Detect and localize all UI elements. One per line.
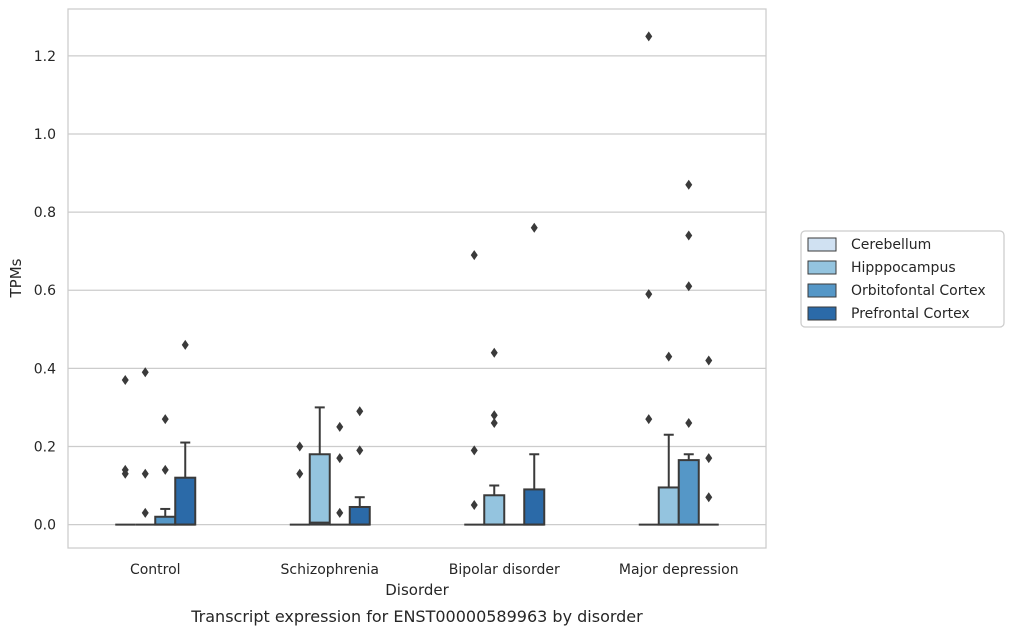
outlier-point [685,230,693,241]
outlier-point [685,281,693,292]
box-group [483,347,506,526]
legend-swatch [807,306,837,321]
legend-entry: Prefrontal Cortex [851,306,970,322]
box-group [523,222,546,526]
box [174,476,197,526]
outlier-point [490,347,498,358]
outlier-point [645,414,653,425]
box-group [154,414,177,526]
outlier-point [470,500,478,511]
y-tick-label: 1.0 [34,127,56,143]
outlier-point [665,351,673,362]
outlier-point [161,414,169,425]
box-group [698,355,719,526]
box-group [174,339,197,526]
y-tick-label: 0.4 [34,361,56,377]
outlier-point [296,468,304,479]
outlier-point [141,367,149,378]
outlier-point [470,445,478,456]
y-tick-label: 0.2 [34,439,56,455]
outlier-point [181,339,189,350]
box [677,459,700,526]
legend: Cerebellum Hipppocampus Orbitofontal Corte… [800,230,1005,328]
x-axis-label: Disorder [385,581,449,599]
box-group [677,179,700,526]
outlier-point [705,492,713,503]
x-tick-label: Major depression [619,562,739,578]
legend-frame [800,230,1005,328]
outlier-point [336,453,344,464]
plot-frame [67,8,767,549]
legend-entry: Orbitofontal Cortex [851,283,986,299]
box-group [348,406,371,526]
y-tick-labels: 0.0 0.2 0.4 0.6 0.8 1.0 1.2 [34,49,56,534]
outlier-point [470,250,478,261]
box [657,486,680,526]
outlier-point [336,507,344,518]
outlier-point [336,421,344,432]
outlier-point [121,375,129,386]
box-group [135,367,156,526]
y-tick-label: 0.8 [34,205,56,221]
legend-swatch [807,260,837,275]
outlier-point [685,179,693,190]
outlier-point [705,453,713,464]
x-tick-label: Schizophrenia [281,562,379,578]
box [308,453,331,526]
legend-entry: Hipppocampus [851,260,956,276]
outlier-point [490,418,498,429]
outlier-point [705,355,713,366]
box [483,494,506,526]
legend-entry: Cerebellum [851,237,931,253]
outlier-point [356,445,364,456]
y-axis-label: TPMs [7,258,25,298]
x-tick-labels: Control Schizophrenia Bipolar disorder Majo… [130,562,739,578]
outlier-point [296,441,304,452]
outlier-point [685,418,693,429]
box-group [115,375,136,526]
x-tick-label: Control [130,562,181,578]
outlier-point [645,289,653,300]
box-group [464,250,485,526]
outlier-point [530,222,538,233]
y-tick-label: 0.0 [34,518,56,534]
outlier-point [141,468,149,479]
y-tick-label: 0.6 [34,283,56,299]
chart-caption: Transcript expression for ENST0000058996… [190,607,643,626]
box [154,515,177,526]
box-group [289,441,310,526]
box [348,505,371,526]
y-tick-label: 1.2 [34,49,56,65]
plot-marks [115,31,719,526]
outlier-point [356,406,364,417]
box-group [329,421,350,526]
legend-swatch [807,237,837,252]
outlier-point [161,464,169,475]
box-group [308,406,331,526]
outlier-point [121,468,129,479]
x-tick-label: Bipolar disorder [449,562,560,578]
box [523,488,546,526]
outlier-point [141,507,149,518]
box-group [638,31,659,526]
outlier-point [490,410,498,421]
legend-swatch [807,283,837,298]
outlier-point [645,31,653,42]
